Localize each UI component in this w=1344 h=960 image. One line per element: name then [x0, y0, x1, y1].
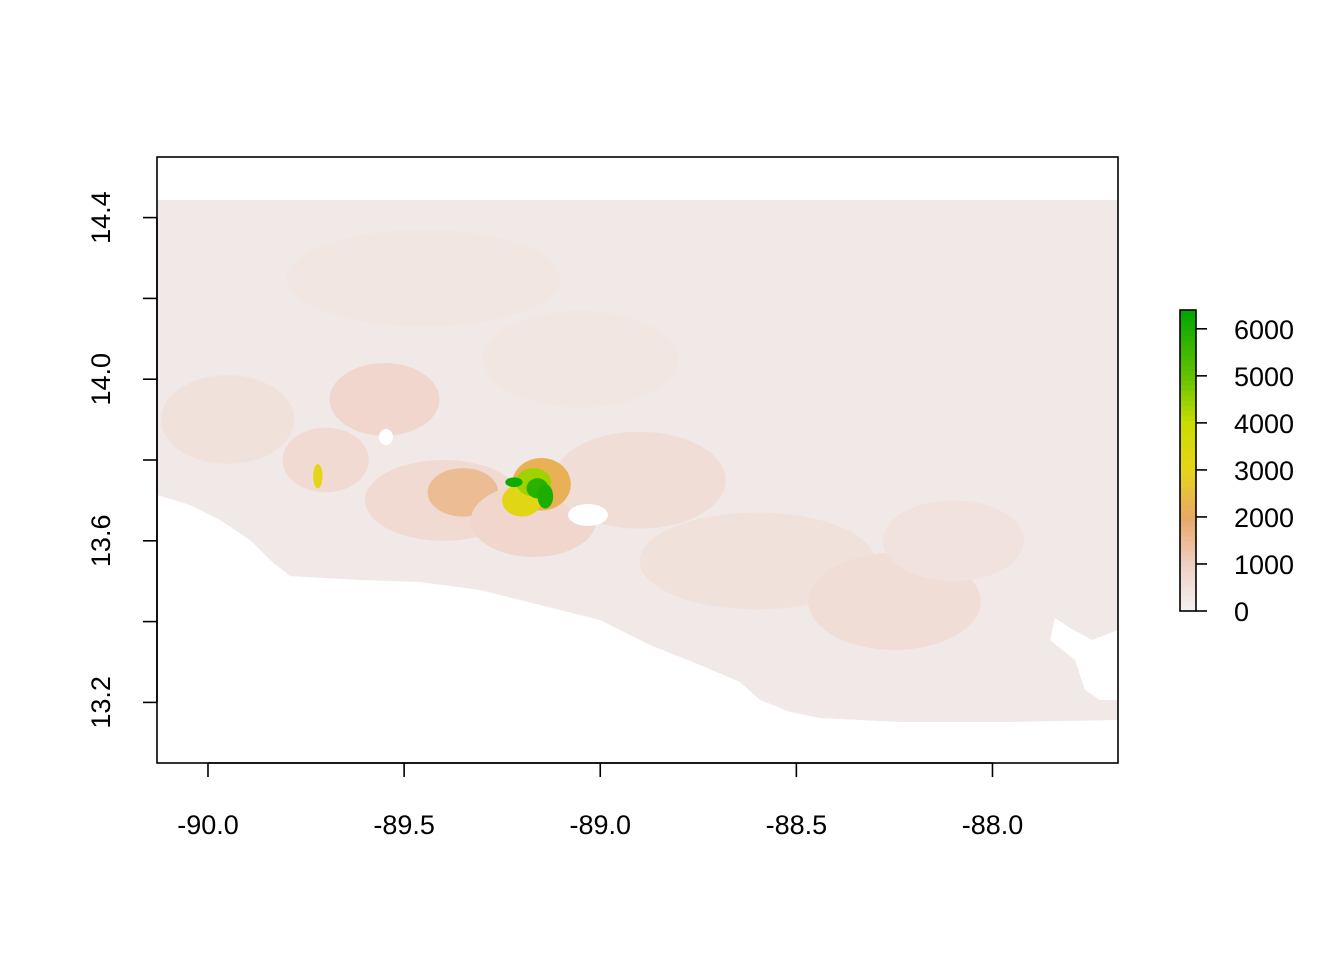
y-tick-label: 14.4 — [86, 191, 116, 244]
x-tick-label: -88.5 — [766, 810, 828, 840]
x-tick-label: -89.5 — [373, 810, 435, 840]
legend-swatch — [1180, 495, 1196, 502]
legend-swatch — [1180, 570, 1196, 577]
legend-swatch — [1180, 505, 1196, 512]
legend-swatch — [1180, 590, 1196, 597]
legend-swatch — [1180, 540, 1196, 547]
legend-tick-label: 6000 — [1234, 315, 1294, 345]
y-axis: 13.2 13.6 14.0 14.4 — [86, 191, 158, 729]
legend-swatch — [1180, 440, 1196, 447]
legend-swatch — [1180, 375, 1196, 381]
raster-region — [882, 500, 1024, 582]
legend-swatch — [1180, 345, 1196, 351]
legend-swatch — [1180, 360, 1196, 366]
legend-swatch — [1180, 600, 1196, 607]
legend-swatch — [1180, 425, 1196, 431]
legend-swatch — [1180, 320, 1196, 326]
raster-region — [160, 375, 295, 465]
legend-swatch — [1180, 545, 1196, 552]
legend-swatch — [1180, 380, 1196, 386]
raster-region — [482, 310, 679, 408]
legend-frame — [1179, 309, 1197, 612]
legend-swatch — [1180, 390, 1196, 396]
legend-swatch — [1180, 595, 1196, 602]
legend-swatch — [1180, 435, 1196, 442]
legend-swatch — [1180, 315, 1196, 321]
raster-region — [505, 477, 523, 488]
legend-swatch — [1180, 605, 1196, 612]
legend-swatch — [1180, 585, 1196, 592]
x-axis: -90.0 -89.5 -89.0 -88.5 -88.0 — [177, 762, 1024, 840]
legend-swatch — [1180, 550, 1196, 557]
legend-swatch — [1180, 355, 1196, 361]
legend-swatch — [1180, 575, 1196, 582]
x-tick-label: -88.0 — [962, 810, 1024, 840]
data-gap — [379, 429, 393, 445]
legend-swatch — [1180, 560, 1196, 567]
raster-region — [537, 484, 554, 509]
legend-tick-label: 2000 — [1234, 503, 1294, 533]
legend-swatch — [1180, 475, 1196, 482]
legend-swatch — [1180, 580, 1196, 587]
legend-swatch — [1180, 455, 1196, 462]
legend-swatch — [1180, 465, 1196, 472]
x-tick-label: -89.0 — [569, 810, 631, 840]
legend-swatch — [1180, 480, 1196, 487]
legend-swatch — [1180, 535, 1196, 542]
y-tick-label: 13.6 — [86, 515, 116, 568]
legend-swatch — [1180, 325, 1196, 331]
legend-swatch — [1180, 515, 1196, 522]
raster-layer — [157, 200, 1118, 722]
x-tick-label: -90.0 — [177, 810, 239, 840]
legend-tick-label: 4000 — [1234, 409, 1294, 439]
legend-swatch — [1180, 530, 1196, 537]
raster-region — [329, 363, 440, 436]
legend-swatch — [1180, 340, 1196, 346]
legend-tick-label: 1000 — [1234, 550, 1294, 580]
legend-swatch — [1180, 510, 1196, 517]
legend-swatch — [1180, 565, 1196, 572]
legend-tick-label: 0 — [1234, 597, 1249, 627]
legend-swatch — [1180, 350, 1196, 356]
legend-swatch — [1180, 335, 1196, 341]
raster-region — [553, 431, 726, 529]
legend-swatch — [1180, 460, 1196, 467]
legend-swatch — [1180, 310, 1196, 316]
legend-tick-label: 5000 — [1234, 362, 1294, 392]
raster-region — [313, 464, 323, 489]
legend-swatch — [1180, 555, 1196, 562]
legend-swatch — [1180, 405, 1196, 411]
legend-swatch — [1180, 490, 1196, 497]
data-gap — [568, 504, 608, 526]
legend-swatch — [1180, 400, 1196, 406]
legend-swatch — [1180, 420, 1196, 426]
raster-regions — [160, 229, 1024, 650]
legend-swatch — [1180, 370, 1196, 376]
data-gaps — [379, 429, 608, 526]
y-tick-label: 13.2 — [86, 676, 116, 729]
raster-region — [286, 229, 562, 327]
legend-swatch — [1180, 365, 1196, 371]
legend-swatch — [1180, 445, 1196, 452]
legend-swatch — [1180, 485, 1196, 492]
legend-tick-label: 3000 — [1234, 456, 1294, 486]
legend-swatch — [1180, 430, 1196, 437]
legend-swatch — [1180, 500, 1196, 507]
legend-swatch — [1180, 330, 1196, 336]
legend-swatch — [1180, 450, 1196, 457]
legend-swatch — [1180, 415, 1196, 421]
legend-swatch — [1180, 395, 1196, 401]
legend-swatch — [1180, 385, 1196, 391]
legend-swatch — [1180, 520, 1196, 527]
legend-swatch — [1180, 525, 1196, 532]
legend-swatch — [1180, 410, 1196, 416]
y-tick-label: 14.0 — [86, 353, 116, 406]
legend-swatch — [1180, 470, 1196, 477]
raster-region — [282, 427, 369, 493]
legend-colorbar: 0 1000 2000 3000 4000 5000 6000 — [1179, 309, 1294, 627]
